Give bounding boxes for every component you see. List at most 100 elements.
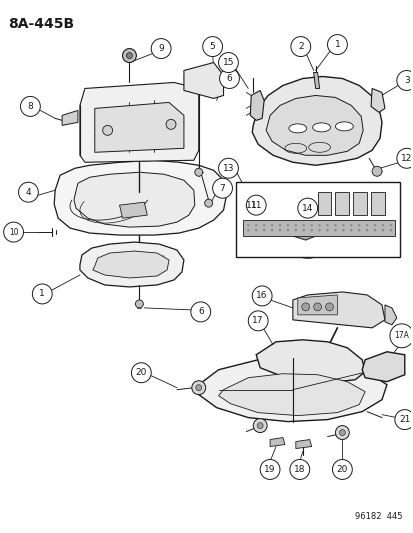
Circle shape [247, 224, 249, 227]
Circle shape [212, 178, 232, 198]
Polygon shape [54, 160, 226, 235]
Circle shape [327, 35, 347, 54]
Circle shape [102, 125, 112, 135]
Polygon shape [384, 305, 396, 325]
Circle shape [357, 229, 360, 231]
Circle shape [190, 302, 210, 322]
Circle shape [218, 53, 238, 72]
Text: 1: 1 [334, 40, 339, 49]
Circle shape [332, 459, 351, 480]
Text: 13: 13 [222, 164, 234, 173]
Circle shape [166, 119, 176, 130]
Polygon shape [269, 438, 284, 447]
Circle shape [302, 229, 304, 231]
Circle shape [270, 224, 273, 227]
Polygon shape [250, 91, 263, 120]
Circle shape [278, 224, 280, 227]
Circle shape [131, 363, 151, 383]
Circle shape [286, 229, 288, 231]
Text: 4: 4 [26, 188, 31, 197]
Circle shape [389, 324, 413, 348]
Polygon shape [183, 62, 223, 99]
Circle shape [373, 229, 375, 231]
Ellipse shape [335, 122, 352, 131]
Circle shape [325, 303, 332, 311]
Text: 12: 12 [400, 154, 411, 163]
Circle shape [357, 224, 360, 227]
Circle shape [135, 300, 143, 308]
Circle shape [191, 381, 205, 394]
Polygon shape [256, 340, 364, 382]
Text: 20: 20 [135, 368, 147, 377]
Circle shape [4, 222, 24, 242]
Text: 9: 9 [158, 44, 164, 53]
Circle shape [381, 224, 383, 227]
Circle shape [318, 229, 320, 231]
Circle shape [19, 182, 38, 202]
Circle shape [349, 224, 351, 227]
Circle shape [294, 224, 296, 227]
Circle shape [248, 311, 268, 331]
Text: 14: 14 [301, 204, 313, 213]
Text: 5: 5 [209, 42, 215, 51]
Text: 18: 18 [293, 465, 305, 474]
Circle shape [32, 284, 52, 304]
Text: 17A: 17A [394, 332, 408, 340]
Text: 19: 19 [263, 465, 275, 474]
Text: 6: 6 [226, 74, 232, 83]
Polygon shape [317, 192, 331, 215]
Text: 10: 10 [9, 228, 18, 237]
Polygon shape [252, 77, 381, 165]
Polygon shape [370, 192, 384, 215]
Polygon shape [352, 192, 366, 215]
Circle shape [381, 229, 383, 231]
Polygon shape [292, 224, 315, 240]
Circle shape [394, 410, 413, 430]
Circle shape [389, 229, 391, 231]
Circle shape [290, 37, 310, 56]
Circle shape [195, 168, 202, 176]
Text: 2: 2 [297, 42, 303, 51]
Polygon shape [119, 202, 147, 218]
Circle shape [365, 224, 368, 227]
Text: 8: 8 [28, 102, 33, 111]
Circle shape [202, 37, 222, 56]
Circle shape [262, 229, 265, 231]
Text: 17: 17 [252, 317, 263, 325]
Polygon shape [95, 102, 183, 152]
Polygon shape [243, 220, 394, 236]
Polygon shape [370, 88, 384, 112]
Circle shape [310, 229, 312, 231]
Text: 15: 15 [222, 58, 234, 67]
Text: 96182  445: 96182 445 [354, 512, 402, 521]
Circle shape [342, 224, 344, 227]
Circle shape [195, 385, 201, 391]
Circle shape [247, 229, 249, 231]
Polygon shape [80, 242, 183, 287]
Text: 6: 6 [197, 308, 203, 317]
Text: 16: 16 [256, 292, 267, 301]
Circle shape [204, 199, 212, 207]
Polygon shape [297, 295, 337, 315]
Circle shape [333, 229, 336, 231]
Polygon shape [266, 95, 362, 155]
Circle shape [259, 459, 279, 480]
Circle shape [313, 303, 321, 311]
Circle shape [301, 303, 309, 311]
Circle shape [325, 224, 328, 227]
Text: 8A-445B: 8A-445B [9, 17, 75, 31]
Circle shape [218, 158, 238, 178]
Circle shape [335, 425, 349, 440]
Polygon shape [295, 440, 311, 449]
Polygon shape [361, 352, 404, 382]
Polygon shape [74, 172, 195, 227]
Circle shape [151, 38, 171, 59]
Circle shape [333, 224, 336, 227]
Text: 1: 1 [39, 289, 45, 298]
Circle shape [122, 49, 136, 62]
Text: 21: 21 [398, 415, 409, 424]
Circle shape [396, 148, 413, 168]
Ellipse shape [288, 124, 306, 133]
Circle shape [325, 229, 328, 231]
Polygon shape [198, 358, 386, 422]
